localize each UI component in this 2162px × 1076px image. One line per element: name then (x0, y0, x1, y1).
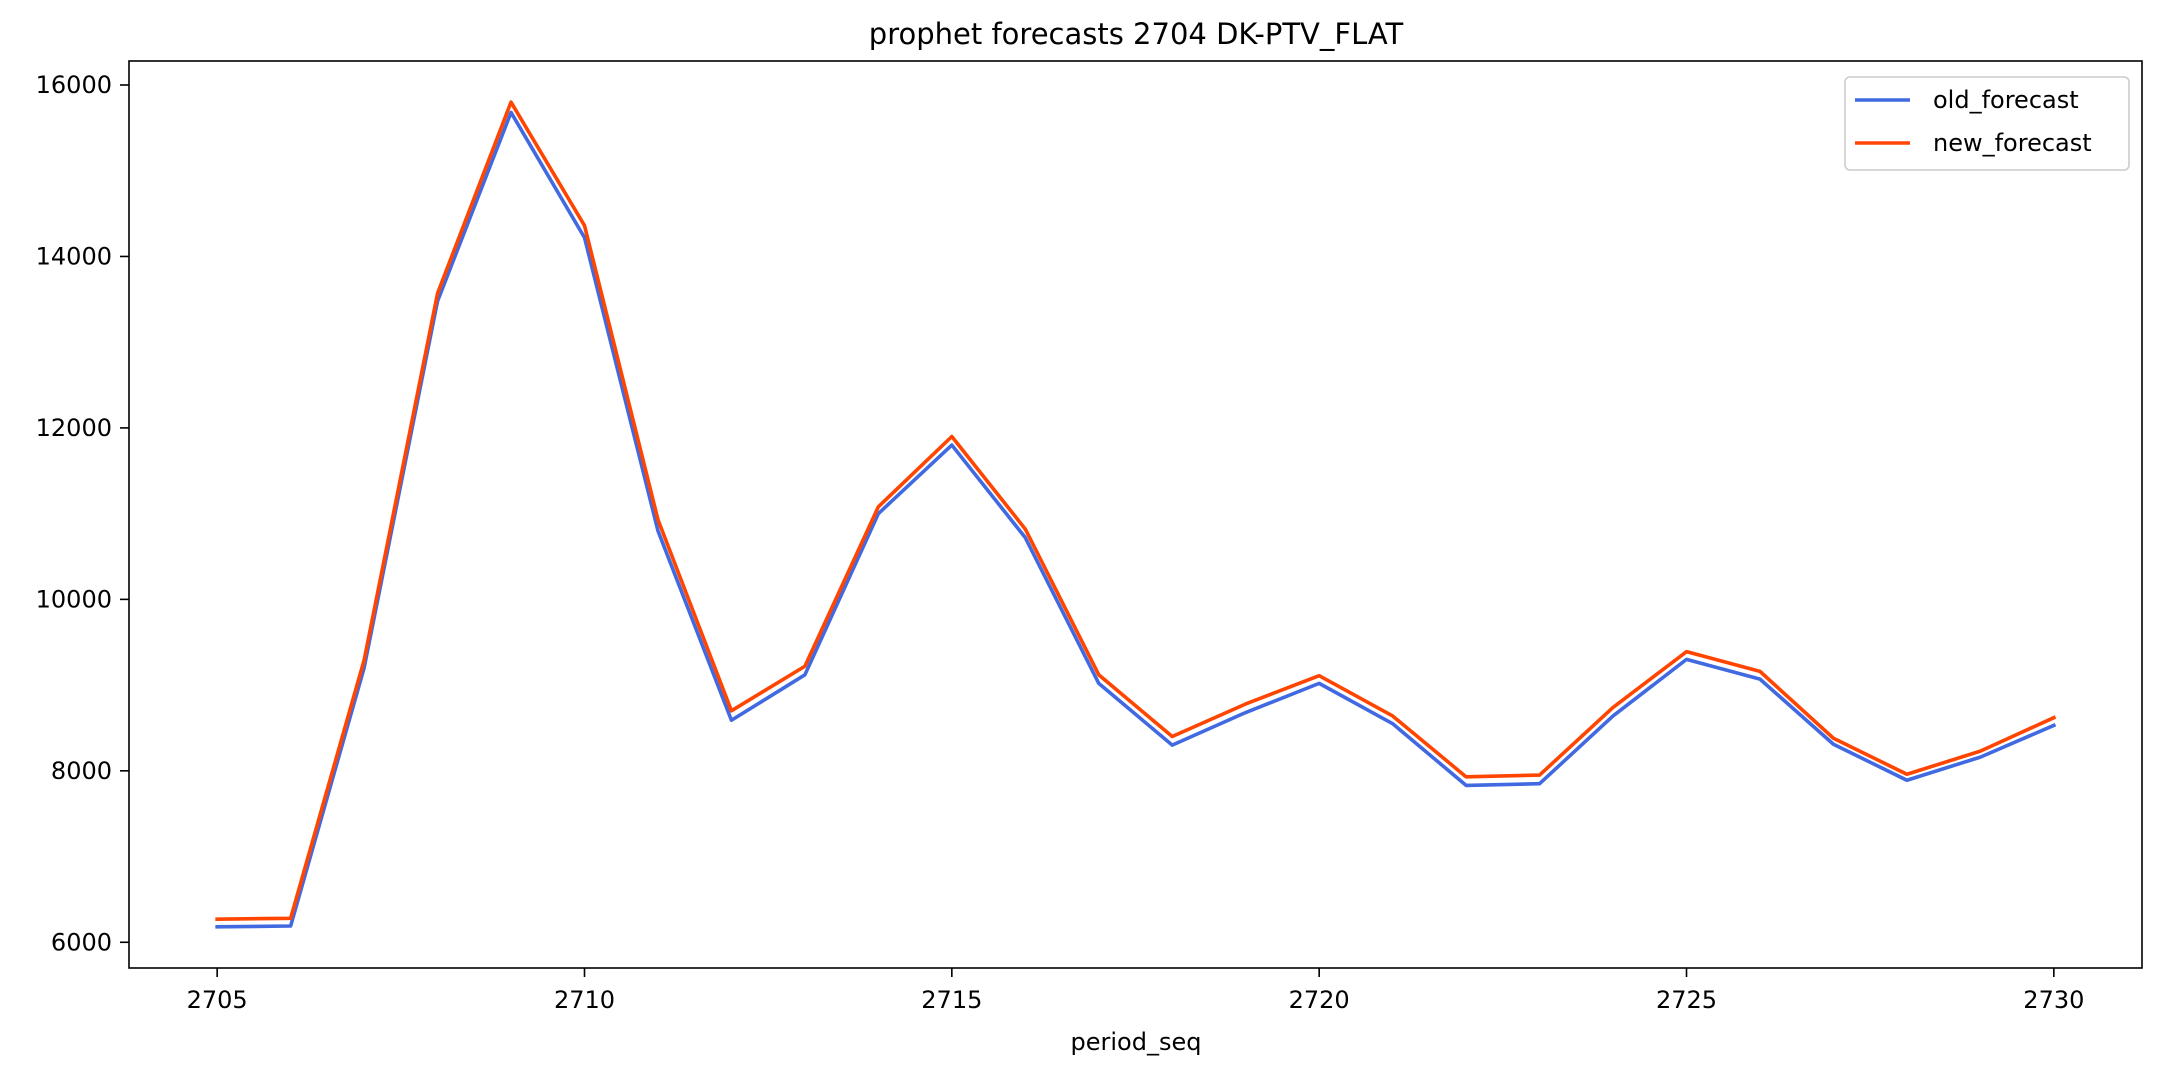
x-axis-label: period_seq (1071, 1028, 1202, 1056)
x-tick-label: 2730 (2023, 986, 2084, 1014)
x-axis: 2705 2710 2715 2720 2725 2730 (187, 968, 2084, 1014)
y-tick-label: 12000 (36, 414, 112, 442)
x-tick-label: 2710 (554, 986, 615, 1014)
y-tick-label: 10000 (36, 585, 112, 613)
legend-box (1844, 76, 2130, 171)
x-tick-label: 2725 (1656, 986, 1717, 1014)
y-tick-label: 14000 (36, 242, 112, 270)
x-tick-label: 2715 (921, 986, 982, 1014)
legend-label: new_forecast (1933, 129, 2092, 157)
plot-frame (128, 60, 2143, 969)
series-line-old_forecast (215, 110, 2057, 929)
x-tick-label: 2705 (187, 986, 248, 1014)
y-tick-label: 16000 (36, 71, 112, 99)
y-tick-label: 6000 (51, 928, 112, 956)
legend-label: old_forecast (1933, 86, 2079, 114)
series-line-new_forecast (215, 100, 2057, 921)
plot-area (215, 100, 2057, 929)
chart-title: prophet forecasts 2704 DK-PTV_FLAT (869, 17, 1404, 51)
x-tick-label: 2720 (1289, 986, 1350, 1014)
y-axis: 6000 8000 10000 12000 14000 16000 (36, 71, 129, 956)
y-tick-label: 8000 (51, 757, 112, 785)
legend: old_forecast new_forecast (1844, 76, 2130, 171)
